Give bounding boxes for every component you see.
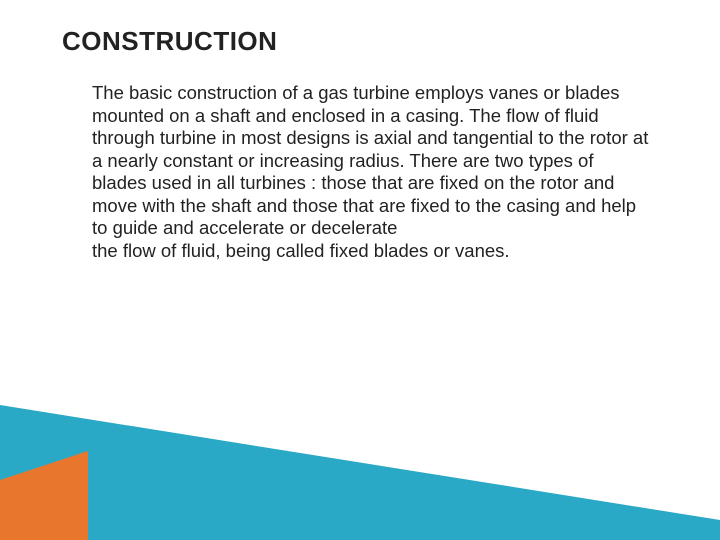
slide: CONSTRUCTION The basic construction of a… bbox=[0, 0, 720, 540]
orange-corner bbox=[0, 451, 88, 540]
slide-body: The basic construction of a gas turbine … bbox=[92, 82, 652, 263]
body-paragraph: move with the shaft and those that are f… bbox=[92, 195, 652, 240]
body-paragraph: The basic construction of a gas turbine … bbox=[92, 82, 652, 195]
body-paragraph: the flow of fluid, being called fixed bl… bbox=[92, 240, 652, 263]
decoration-bands bbox=[0, 340, 720, 540]
teal-band bbox=[0, 405, 720, 540]
slide-title: CONSTRUCTION bbox=[62, 26, 277, 57]
